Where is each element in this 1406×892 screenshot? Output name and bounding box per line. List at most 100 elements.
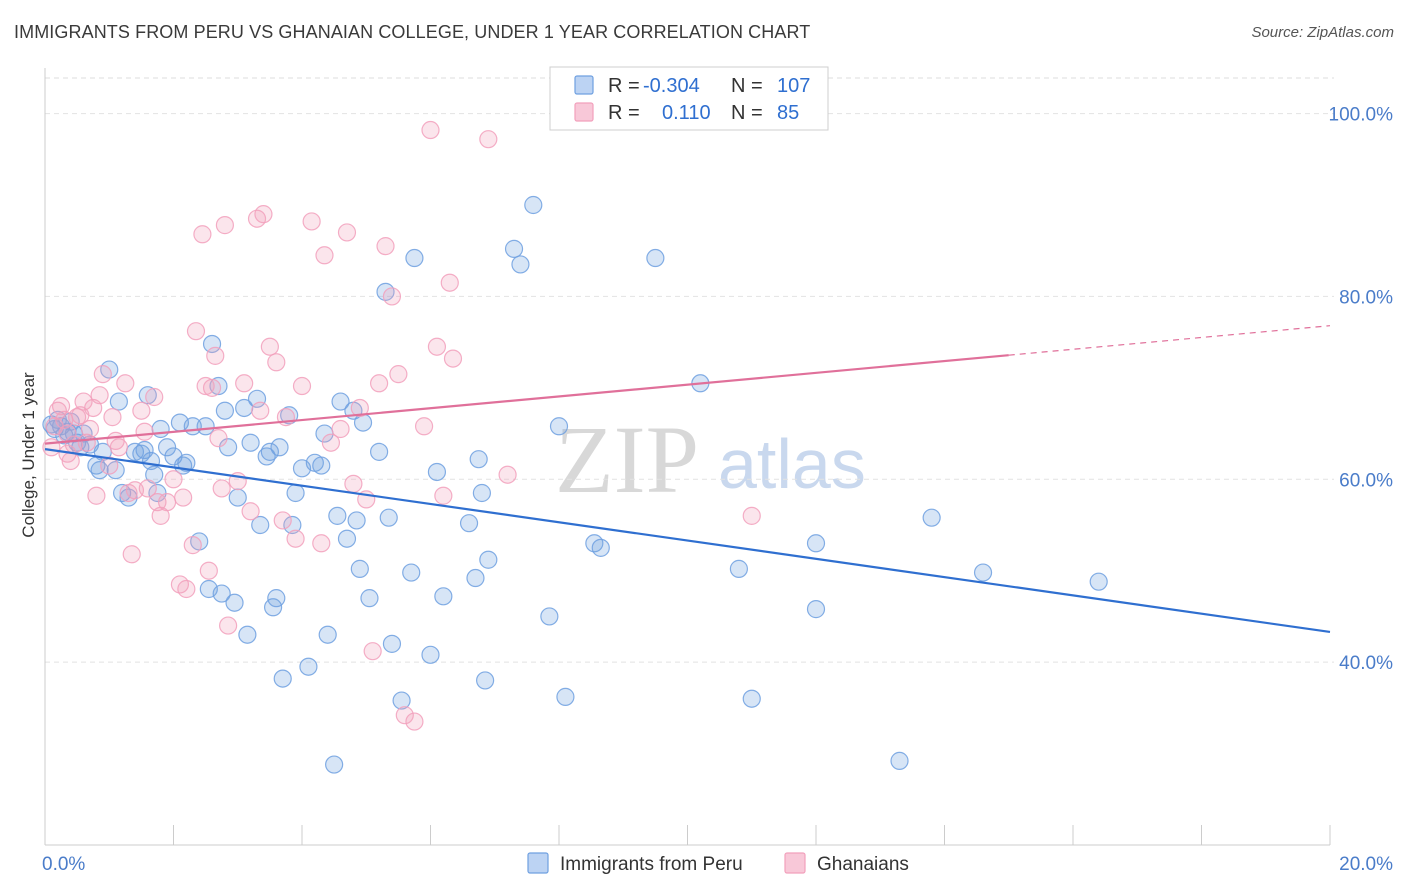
data-point (235, 374, 254, 393)
data-point (1089, 572, 1108, 591)
data-point (363, 642, 382, 661)
data-point (729, 559, 749, 578)
data-point (247, 389, 267, 408)
data-point (469, 450, 488, 469)
data-point (315, 246, 334, 265)
y-tick-label: 40.0% (1339, 653, 1393, 674)
data-point (238, 625, 257, 644)
data-point (302, 212, 321, 231)
trend-layer (44, 325, 1331, 634)
data-point (267, 353, 286, 372)
data-point (206, 346, 225, 365)
data-point (90, 461, 109, 480)
data-point (405, 248, 424, 268)
data-point (196, 417, 215, 436)
data-point (382, 287, 402, 306)
data-point (591, 538, 610, 557)
data-point (260, 442, 279, 461)
data-point (312, 456, 331, 475)
data-point (556, 687, 575, 706)
legend-n-value-ghana: 85 (777, 102, 799, 124)
data-point (267, 589, 286, 608)
data-point (90, 386, 109, 405)
data-point (122, 545, 141, 564)
data-point (370, 374, 389, 393)
data-point (80, 419, 100, 439)
data-point (202, 378, 222, 397)
data-point (42, 438, 61, 457)
watermark-atlas: atlas (718, 425, 866, 503)
data-point (135, 440, 154, 460)
data-point (87, 486, 106, 505)
data-point (479, 550, 498, 569)
data-point (443, 349, 463, 368)
data-point (151, 419, 170, 439)
legend-box (549, 66, 829, 131)
data-point (337, 223, 357, 242)
data-point (318, 625, 337, 644)
data-point (164, 470, 183, 489)
data-point (109, 438, 128, 457)
data-point (389, 365, 408, 384)
data-point (382, 634, 402, 653)
bottom-legend: Immigrants from Peru Ghanaians (527, 852, 909, 875)
trend-line-ghanaians-extension (1008, 325, 1331, 356)
data-point (103, 408, 122, 427)
trend-line-peru (44, 448, 1331, 634)
legend-n-label-peru: N = (731, 75, 763, 97)
data-point (337, 529, 357, 548)
data-point (360, 589, 379, 608)
data-point (51, 397, 71, 416)
data-point (459, 514, 479, 533)
data-point (148, 483, 167, 503)
data-point (421, 120, 440, 140)
data-point (219, 616, 238, 635)
data-point (157, 438, 177, 457)
data-point (212, 479, 231, 498)
data-point (74, 392, 93, 411)
data-point (286, 529, 305, 548)
x-tick-label: 0.0% (42, 854, 85, 875)
data-point (498, 465, 517, 484)
watermark: ZIP atlas (555, 406, 866, 513)
data-point (742, 506, 761, 525)
data-point (260, 337, 279, 356)
y-tick-label: 100.0% (1329, 105, 1394, 126)
axes: 40.0% 60.0% 80.0% 100.0% 0.0% 20.0% (42, 68, 1393, 875)
data-point (806, 600, 826, 619)
data-point (183, 536, 202, 555)
data-point (973, 563, 993, 582)
legend-r-value-ghana: 0.110 (662, 102, 711, 124)
trend-line-ghanaians (44, 354, 1009, 445)
data-point (225, 593, 244, 612)
data-point (472, 483, 491, 503)
data-point (193, 225, 212, 244)
data-point (93, 365, 112, 384)
source-credit: Source: ZipAtlas.com (1251, 24, 1394, 41)
data-point (241, 502, 260, 521)
data-point (177, 453, 196, 472)
data-point (312, 534, 331, 553)
data-point (219, 438, 238, 457)
data-point (280, 406, 299, 425)
bottom-legend-swatch-peru (527, 852, 549, 874)
data-point (427, 337, 447, 356)
legend-r-label-peru: R = (608, 75, 640, 97)
bottom-legend-label-ghana: Ghanaians (817, 854, 909, 875)
chart-title: IMMIGRANTS FROM PERU VS GHANAIAN COLLEGE… (14, 22, 811, 42)
legend-n-label-ghana: N = (731, 102, 763, 124)
data-point (273, 511, 292, 530)
data-point (148, 493, 167, 512)
data-point (421, 645, 440, 664)
data-point (392, 691, 411, 710)
data-point (132, 401, 151, 420)
data-point (395, 706, 414, 725)
data-point (405, 712, 424, 731)
data-point (292, 376, 312, 396)
data-point (299, 657, 318, 676)
data-point (922, 508, 941, 527)
data-point (212, 584, 231, 603)
data-point (68, 408, 87, 427)
data-point (379, 508, 398, 527)
y-axis-label: College, Under 1 year (19, 372, 38, 538)
